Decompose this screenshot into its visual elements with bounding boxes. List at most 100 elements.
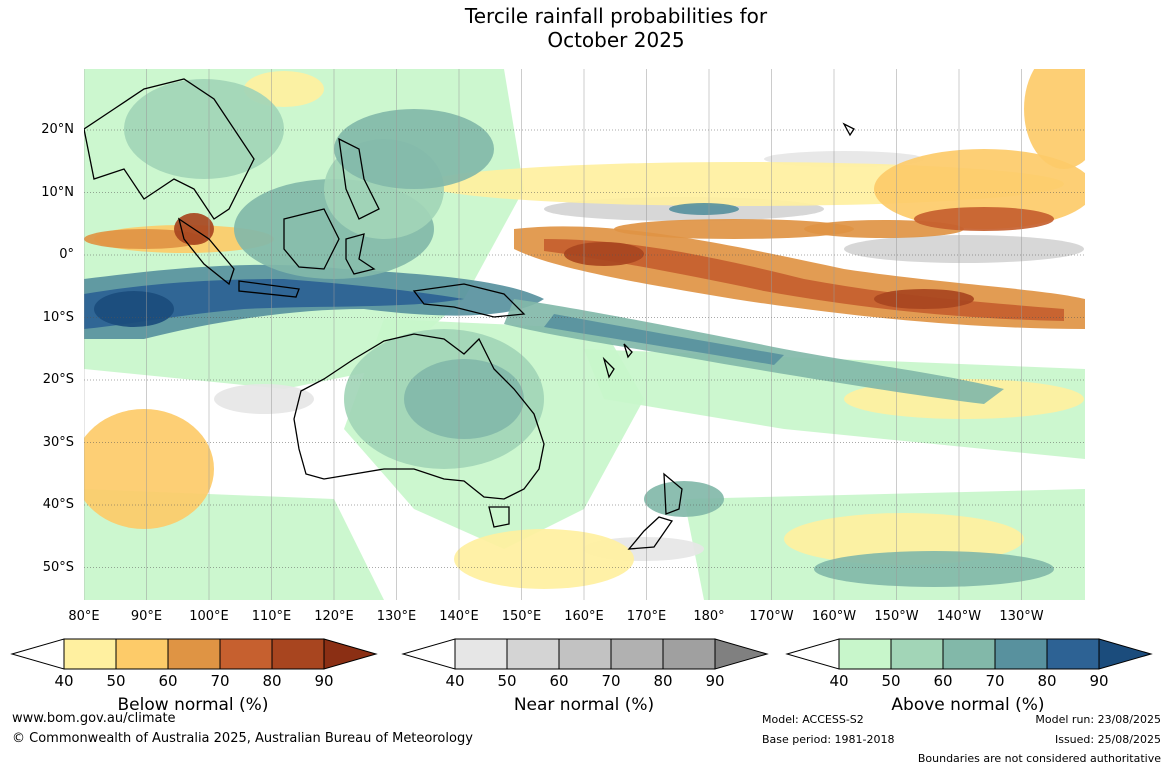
probability-region: [564, 242, 644, 266]
colorbar-segment: [219, 638, 273, 670]
coastline: [488, 506, 510, 528]
issued-date: Issued: 25/08/2025: [1054, 733, 1161, 746]
colorbar-segment: [890, 638, 944, 670]
website-link[interactable]: www.bom.gov.au/climate: [12, 711, 176, 726]
colorbar-tick-label: 40: [445, 672, 465, 690]
latitude-label: 50°S: [42, 559, 74, 575]
probability-region: [334, 109, 494, 189]
colorbar-tick-label: 70: [210, 672, 230, 690]
probability-region: [669, 203, 739, 215]
colorbar-segment: [558, 638, 612, 670]
coastline: [663, 472, 683, 515]
base-period: Base period: 1981-2018: [762, 733, 895, 746]
coastline: [177, 217, 235, 286]
longitude-label: 130°E: [376, 609, 417, 624]
longitude-label: 150°E: [501, 609, 542, 624]
coastline: [338, 137, 380, 220]
below-normal-title: Below normal (%): [117, 695, 269, 715]
colorbar-high-extension: [1098, 638, 1153, 670]
title-line-2: October 2025: [547, 28, 685, 52]
colorbar-tick-label: 80: [653, 672, 673, 690]
longitude-label: 180°: [693, 609, 725, 624]
probability-region: [844, 235, 1084, 263]
longitude-label: 120°E: [314, 609, 354, 624]
probability-region: [914, 207, 1054, 231]
probability-region: [84, 229, 204, 249]
map-title: Tercile rainfall probabilities for Octob…: [0, 4, 1173, 52]
longitude-label: 140°E: [439, 609, 479, 624]
below-normal-colorbar: [10, 638, 378, 670]
coastline: [842, 122, 855, 137]
probability-region: [124, 79, 284, 179]
longitude-label: 80°E: [68, 609, 100, 624]
colorbar-tick-label: 60: [549, 672, 569, 690]
boundaries-disclaimer: Boundaries are not considered authoritat…: [917, 752, 1161, 765]
latitude-label: 0°: [59, 247, 74, 262]
colorbar-segment: [610, 638, 664, 670]
colorbar-tick-label: 60: [158, 672, 178, 690]
probability-region: [454, 529, 634, 589]
colorbar-tick-label: 90: [314, 672, 334, 690]
latitude-label: 20°S: [42, 372, 74, 387]
coastline: [627, 516, 674, 550]
colorbar-tick-label: 40: [829, 672, 849, 690]
coastline: [412, 283, 526, 318]
colorbar-tick-label: 80: [1037, 672, 1057, 690]
latitude-label: 20°N: [41, 122, 74, 137]
longitude-label: 160°W: [811, 609, 857, 624]
title-line-1: Tercile rainfall probabilities for: [464, 4, 768, 28]
longitude-label: 140°W: [936, 609, 982, 624]
longitude-label: 170°E: [626, 609, 667, 624]
colorbar-low-extension: [10, 638, 65, 670]
coastline: [345, 233, 376, 275]
longitude-label: 110°E: [251, 609, 292, 624]
latitude-label: 10°N: [41, 184, 74, 200]
copyright-text: © Commonwealth of Australia 2025, Austra…: [12, 731, 473, 746]
probability-region: [214, 384, 314, 414]
colorbar-tick-label: 90: [1089, 672, 1109, 690]
coastline: [238, 280, 300, 298]
probability-region: [94, 291, 174, 327]
probability-region: [404, 359, 524, 439]
colorbar-tick-label: 50: [497, 672, 517, 690]
longitude-label: 170°W: [749, 609, 794, 624]
colorbar-tick-label: 40: [54, 672, 74, 690]
coastline: [283, 208, 340, 270]
latitude-label: 30°S: [42, 434, 74, 450]
model-run: Model run: 23/08/2025: [1035, 713, 1161, 726]
colorbar-segment: [506, 638, 560, 670]
colorbar-segment: [838, 638, 892, 670]
colorbar-segment: [1046, 638, 1100, 670]
near-normal-colorbar: [401, 638, 769, 670]
colorbar-segment: [662, 638, 716, 670]
coastline: [293, 333, 545, 500]
colorbar-segment: [115, 638, 169, 670]
probability-region: [644, 481, 724, 517]
colorbar-segment: [454, 638, 508, 670]
longitude-label: 100°E: [189, 609, 229, 624]
colorbar-low-extension: [401, 638, 456, 670]
colorbar-segment: [942, 638, 996, 670]
longitude-label: 130°W: [999, 609, 1044, 624]
above-normal-title: Above normal (%): [891, 695, 1045, 715]
colorbar-high-extension: [714, 638, 769, 670]
latitude-label: 10°S: [42, 309, 74, 325]
colorbar-tick-label: 50: [106, 672, 126, 690]
latitude-label: 40°S: [42, 497, 74, 512]
coastline: [602, 356, 615, 379]
longitude-label: 150°W: [874, 609, 919, 624]
colorbar-tick-label: 70: [601, 672, 621, 690]
colorbar-tick-label: 90: [705, 672, 725, 690]
colorbar-low-extension: [785, 638, 840, 670]
colorbar-tick-label: 80: [262, 672, 282, 690]
probability-region: [1024, 69, 1085, 169]
colorbar-segment: [167, 638, 221, 670]
probability-region: [544, 314, 784, 365]
probability-region: [874, 289, 974, 309]
colorbar-segment: [271, 638, 325, 670]
rainfall-probability-map: [84, 69, 1085, 600]
coastline: [84, 78, 255, 220]
probability-region: [614, 219, 854, 239]
model-name: Model: ACCESS-S2: [762, 713, 864, 726]
colorbar-tick-label: 50: [881, 672, 901, 690]
